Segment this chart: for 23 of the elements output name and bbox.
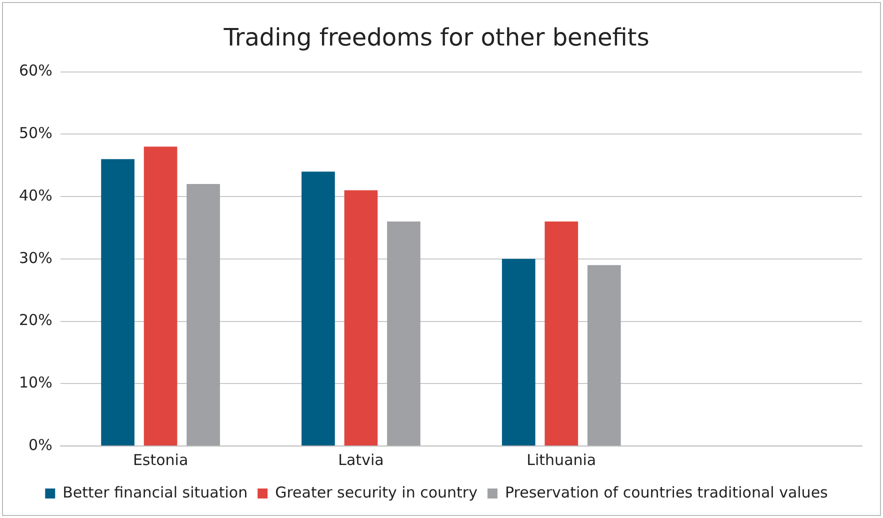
legend-label: Greater security in country (275, 483, 478, 502)
x-tick-label: Lithuania (526, 450, 596, 469)
bar (502, 258, 536, 446)
bar (144, 146, 178, 446)
bar (387, 221, 420, 446)
bar (186, 184, 220, 446)
bar (587, 265, 621, 446)
y-tick-label: 50% (18, 124, 52, 142)
bar (544, 221, 578, 446)
legend-label: Better financial situation (62, 483, 248, 502)
y-tick-label: 30% (18, 248, 52, 267)
legend-label: Preservation of countries traditional values (504, 483, 828, 502)
y-tick-label: 40% (18, 186, 52, 204)
y-tick-label: 20% (18, 311, 52, 330)
x-tick-label: Estonia (132, 450, 188, 469)
y-tick-label: 60% (18, 62, 52, 80)
y-tick-label: 0% (28, 436, 52, 454)
chart-title: Trading freedoms for other benefits (222, 24, 650, 52)
bar (302, 172, 335, 446)
bar (101, 159, 134, 446)
y-tick-label: 10% (18, 374, 52, 392)
bar (344, 190, 378, 446)
x-tick-label: Latvia (338, 450, 384, 469)
